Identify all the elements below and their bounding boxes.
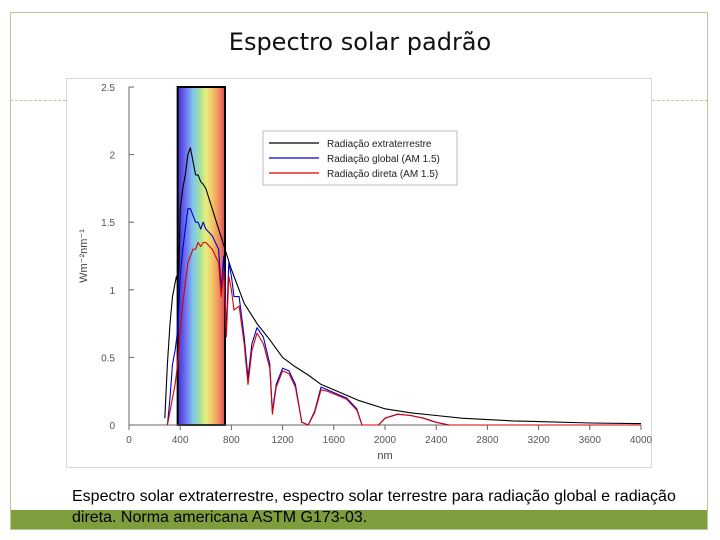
x-tick-label: 2800 [476,435,499,446]
decorative-rule-left [10,100,66,101]
y-tick-label: 0 [109,421,115,432]
visible-spectrum-band [176,86,226,426]
series-line-3 [166,241,641,426]
figure-caption: Espectro solar extraterrestre, espectro … [72,488,676,526]
x-tick-label: 400 [172,435,189,446]
x-tick-label: 800 [223,435,240,446]
x-tick-label: 1600 [323,435,346,446]
chart-container: 0 400 800 1200 1600 2000 2400 2800 3200 3600 4000 0… [66,78,653,468]
legend-label: Radiação global (AM 1.5) [327,154,440,165]
x-tick-label: 3200 [527,435,550,446]
x-tick-label: 4000 [630,435,653,446]
x-tick-label: 3600 [579,435,602,446]
legend-label: Radiação extraterrestre [327,139,432,150]
legend-label: Radiação direta (AM 1.5) [327,169,438,180]
x-axis-label: nm [377,450,392,462]
y-tick-label: 2 [109,151,115,162]
x-tick-label: 0 [126,435,132,446]
slide-title: Espectro solar padrão [228,28,492,56]
spectrum-chart: 0 400 800 1200 1600 2000 2400 2800 3200 3600 4000 0… [78,83,653,462]
y-tick-label: 2.5 [101,83,115,94]
y-tick-label: 0.5 [101,353,115,364]
decorative-rule-right [652,100,708,101]
x-tick-label: 2000 [374,435,397,446]
y-axis-label: Wm⁻²nm⁻¹ [78,229,90,283]
y-tick-label: 1.5 [101,218,115,229]
series-line-2 [166,208,641,426]
x-tick-label: 1200 [271,435,294,446]
series-line-1 [164,147,642,425]
y-tick-label: 1 [109,286,115,297]
slide-frame [10,12,708,530]
x-tick-label: 2400 [425,435,448,446]
